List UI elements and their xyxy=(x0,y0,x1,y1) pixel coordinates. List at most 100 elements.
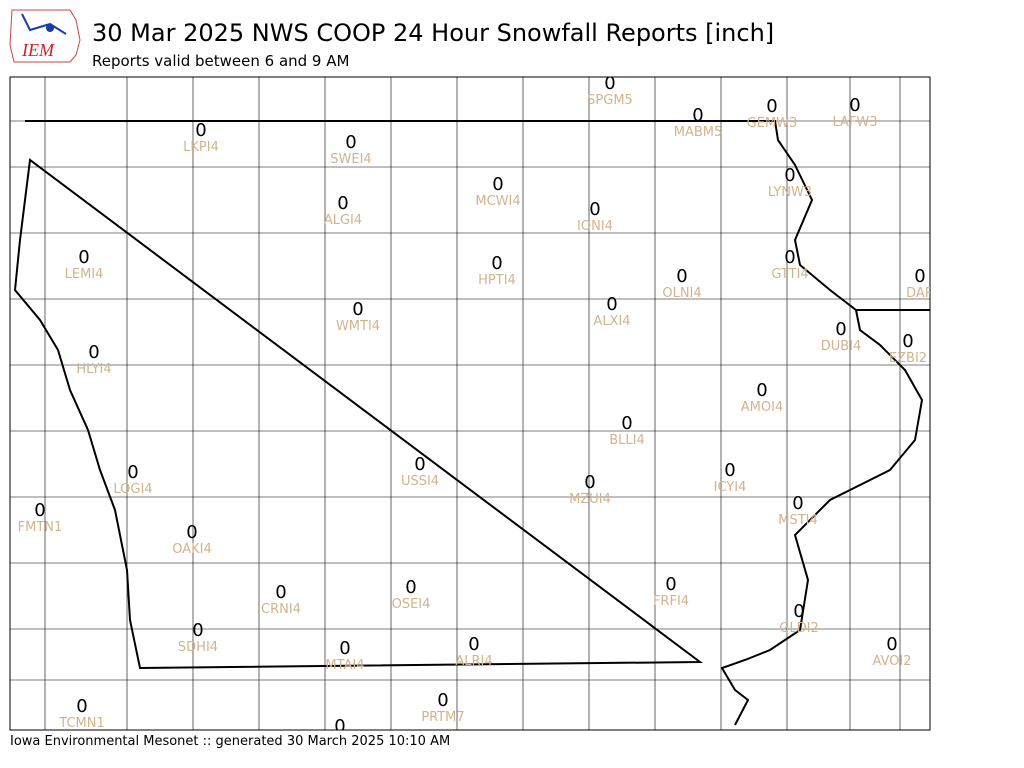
station-id: TCMN1 xyxy=(58,716,104,731)
snowfall-value: 0 xyxy=(849,95,860,116)
snowfall-value: 0 xyxy=(34,500,45,521)
station-id: LOGI4 xyxy=(113,482,152,497)
snowfall-value: 0 xyxy=(914,266,925,287)
station-id: MSTI4 xyxy=(778,513,818,528)
snowfall-value: 0 xyxy=(437,690,448,711)
snowfall-value: 0 xyxy=(186,522,197,543)
snowfall-value: 0 xyxy=(195,120,206,141)
county-lines xyxy=(10,77,930,730)
snowfall-value: 0 xyxy=(784,165,795,186)
snowfall-value: 0 xyxy=(345,132,356,153)
station-id: AMOI4 xyxy=(741,400,783,415)
logo: IEM xyxy=(9,9,81,63)
snowfall-value: 0 xyxy=(468,634,479,655)
station-id: ICYI4 xyxy=(714,480,747,495)
station-id: LAFW3 xyxy=(832,115,877,130)
station-id: SWEI4 xyxy=(330,152,371,167)
station-id: MZUI4 xyxy=(569,492,611,507)
state-border xyxy=(13,120,930,726)
snowfall-value: 0 xyxy=(835,319,846,340)
station-id: ALXI4 xyxy=(593,314,630,329)
map-frame xyxy=(9,76,931,731)
station-id: HPTI4 xyxy=(478,273,516,288)
station-id: MABM5 xyxy=(674,125,723,140)
snowfall-value: 0 xyxy=(352,299,363,320)
station-id: LKPI4 xyxy=(183,140,219,155)
snowfall-value: 0 xyxy=(886,634,897,655)
station-id: DAR xyxy=(906,286,934,301)
snowfall-value: 0 xyxy=(793,601,804,622)
snowfall-value: 0 xyxy=(192,620,203,641)
subtitle: Reports valid between 6 and 9 AM xyxy=(92,52,349,70)
snowfall-value: 0 xyxy=(491,253,502,274)
station-id: SPGM5 xyxy=(587,93,633,108)
snowfall-value: 0 xyxy=(584,472,595,493)
snowfall-value: 0 xyxy=(337,193,348,214)
snowfall-value: 0 xyxy=(76,696,87,717)
station-id: GLDI2 xyxy=(779,621,818,636)
station-id: ALRI4 xyxy=(455,654,492,669)
station-id: OAKI4 xyxy=(172,542,212,557)
snowfall-value: 0 xyxy=(88,342,99,363)
station-id: FRFI4 xyxy=(653,594,689,609)
station-id: LEMI4 xyxy=(65,267,104,282)
station-id: PRTM7 xyxy=(421,710,464,725)
station-id: EZBI2 xyxy=(889,351,927,366)
station-id: LYNW3 xyxy=(768,185,812,200)
logo-text: IEM xyxy=(21,40,55,60)
snowfall-value: 0 xyxy=(621,413,632,434)
snowfall-value: 0 xyxy=(589,199,600,220)
snowfall-value: 0 xyxy=(792,493,803,514)
snowfall-value: 0 xyxy=(492,174,503,195)
station-id: ALGI4 xyxy=(324,213,362,228)
snowfall-value: 0 xyxy=(414,454,425,475)
snowfall-value: 0 xyxy=(724,460,735,481)
station-id: GEMW3 xyxy=(747,116,798,131)
snowfall-value: 0 xyxy=(784,247,795,268)
station-id: SDHI4 xyxy=(178,640,218,655)
snowfall-value: 0 xyxy=(676,266,687,287)
station-id: HLYI4 xyxy=(76,362,111,377)
snowfall-value: 0 xyxy=(127,462,138,483)
station-id: MCWI4 xyxy=(475,194,520,209)
snowfall-value: 0 xyxy=(275,582,286,603)
snowfall-value: 0 xyxy=(604,73,615,94)
station-id: USSI4 xyxy=(401,474,439,489)
snowfall-value: 0 xyxy=(692,105,703,126)
station-id: CRNI4 xyxy=(261,602,301,617)
station-id: FMTN1 xyxy=(18,520,63,535)
snowfall-value: 0 xyxy=(334,716,345,737)
station-id: DUBI4 xyxy=(821,339,862,354)
snowfall-value: 0 xyxy=(756,380,767,401)
snowfall-value: 0 xyxy=(665,574,676,595)
station-id: BLLI4 xyxy=(609,433,645,448)
